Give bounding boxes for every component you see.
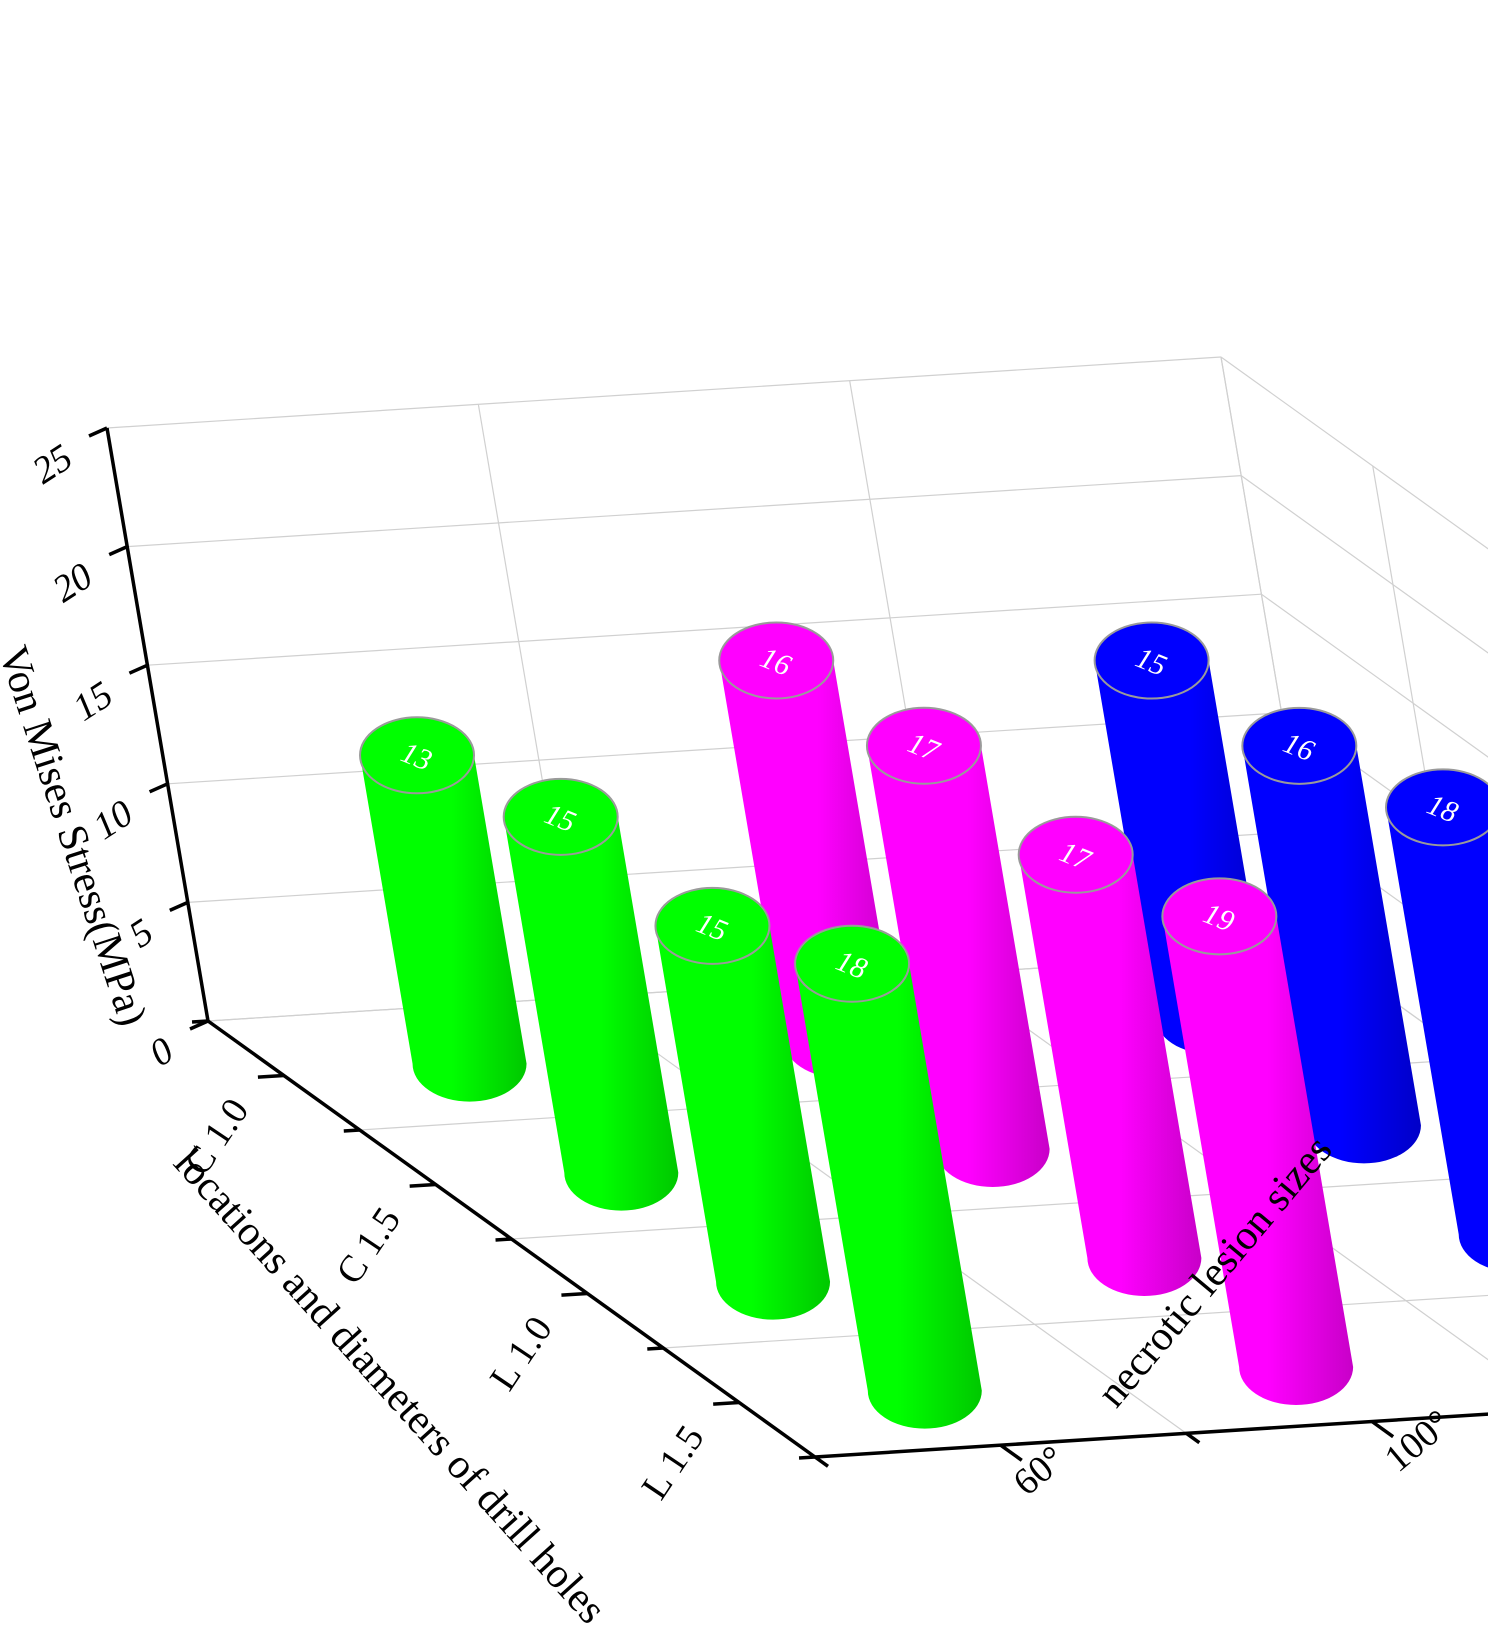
- bar-top: [654, 886, 771, 965]
- side-wall-grid-line: [147, 593, 1262, 666]
- x-tick-mark: [561, 1291, 588, 1297]
- axes: [88, 426, 1488, 1468]
- bar: 18: [794, 924, 982, 1429]
- side-wall-grid-line: [127, 475, 1242, 548]
- z-axis-line: [105, 427, 210, 1022]
- bar: 13: [359, 716, 527, 1102]
- bar-body: [795, 963, 982, 1429]
- bar: 18: [1385, 768, 1488, 1268]
- bar-top: [1093, 621, 1210, 700]
- y-tick-label: 100°: [1377, 1402, 1459, 1481]
- floor-grid-line: [511, 1176, 1488, 1240]
- bar-top: [502, 777, 619, 856]
- bar-body: [1242, 745, 1421, 1164]
- x-tick-mark: [713, 1400, 740, 1406]
- bar-body: [503, 816, 679, 1211]
- z-tick-label: 25: [25, 436, 80, 492]
- bar-body: [1018, 854, 1202, 1296]
- bar-body: [1385, 807, 1488, 1268]
- bar-top: [1241, 706, 1358, 785]
- x-tick-mark: [409, 1182, 436, 1188]
- floor-grid-line: [663, 1294, 1488, 1349]
- bar-body: [360, 755, 527, 1102]
- z-tick-label: 15: [66, 674, 121, 730]
- back-wall-grid-line: [1261, 593, 1488, 758]
- bar: 17: [1017, 815, 1202, 1296]
- z-tick-label: 20: [45, 555, 100, 611]
- side-wall-grid-line: [106, 356, 1222, 429]
- back-wall-grid-line: [1220, 356, 1488, 550]
- bars: 151613161715181715191918: [359, 621, 1488, 1429]
- z-tick-mark: [148, 782, 169, 794]
- x-minor-tick: [798, 1455, 816, 1460]
- x-tick-mark: [257, 1073, 284, 1079]
- bar-body: [1162, 916, 1354, 1406]
- bar-body: [655, 925, 831, 1320]
- z-tick-mark: [169, 900, 189, 912]
- back-wall-grid-line: [1240, 475, 1488, 654]
- bar-top: [794, 924, 911, 1003]
- x-tick-label: C 1.5: [328, 1200, 409, 1292]
- x-tick-label: L 1.5: [634, 1418, 713, 1507]
- z-tick-mark: [128, 663, 149, 675]
- x-minor-tick: [343, 1128, 360, 1133]
- z-tick-label: 0: [142, 1029, 181, 1075]
- x-minor-tick: [191, 1019, 209, 1024]
- y-minor-tick: [1185, 1431, 1201, 1445]
- y-minor-tick: [813, 1455, 830, 1468]
- x-minor-tick: [495, 1237, 512, 1242]
- x-tick-label: L 1.0: [482, 1309, 561, 1398]
- z-tick-mark: [108, 545, 128, 557]
- side-wall-grid-line: [167, 712, 1282, 785]
- bar-top: [1385, 768, 1488, 847]
- z-tick-mark: [88, 426, 108, 438]
- x-minor-tick: [647, 1346, 664, 1351]
- y-tick-mark: [999, 1443, 1023, 1462]
- bar: 15: [654, 886, 831, 1320]
- back-wall-grid-line: [1281, 712, 1488, 862]
- bar: 17: [865, 706, 1050, 1187]
- bar: 16: [1241, 706, 1421, 1164]
- bar-top: [718, 621, 835, 700]
- bar: 15: [502, 777, 679, 1211]
- bar-top: [1017, 815, 1134, 894]
- bar-top: [359, 716, 476, 795]
- y-tick-mark: [1370, 1420, 1395, 1439]
- y-tick-label: 60°: [1005, 1438, 1073, 1504]
- bar-top: [1161, 877, 1278, 956]
- bar-body: [866, 745, 1050, 1187]
- bar-top: [865, 706, 982, 785]
- bar: 19: [1161, 877, 1354, 1406]
